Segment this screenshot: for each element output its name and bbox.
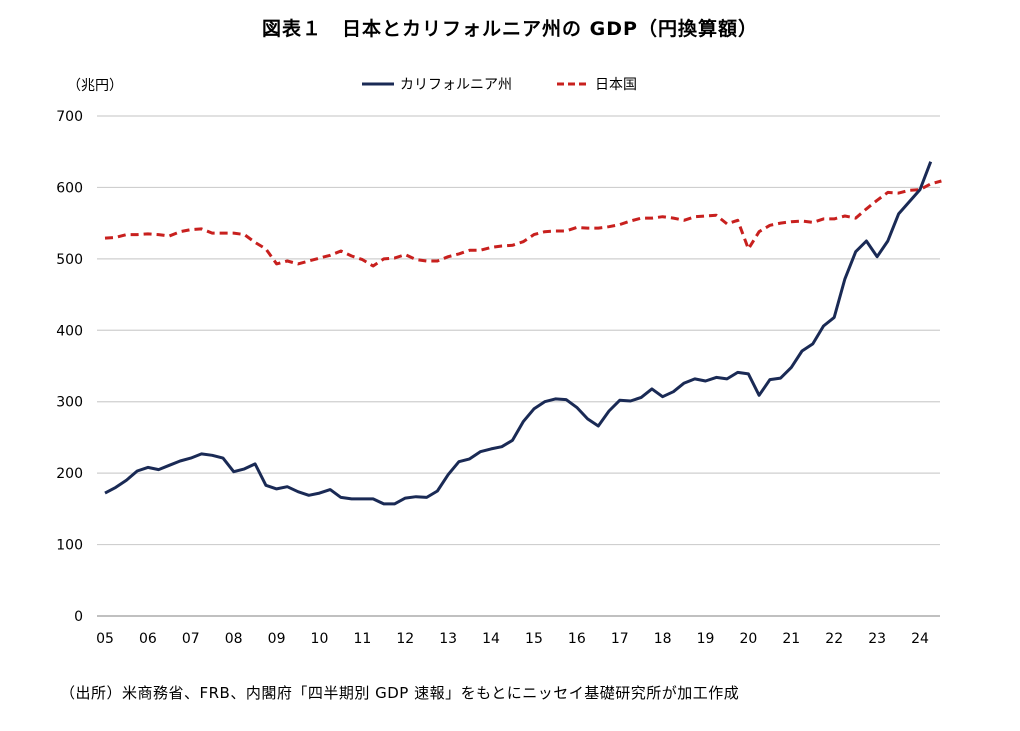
x-tick-label-20: 20 bbox=[740, 631, 758, 647]
x-tick-label-06: 06 bbox=[139, 631, 157, 647]
x-tick-label-23: 23 bbox=[868, 631, 886, 647]
y-tick-label-100: 100 bbox=[56, 538, 83, 554]
grid-lines bbox=[97, 115, 940, 617]
x-tick-label-17: 17 bbox=[611, 631, 629, 647]
x-tick-label-11: 11 bbox=[353, 631, 371, 647]
x-tick-label-21: 21 bbox=[782, 631, 800, 647]
y-tick-label-400: 400 bbox=[56, 323, 83, 339]
x-tick-label-15: 15 bbox=[525, 631, 543, 647]
legend-item-california-label: カリフォルニア州 bbox=[400, 77, 512, 93]
y-axis: 0 100 200 300 400 500 600 700 bbox=[56, 109, 83, 625]
chart-title: 図表１ 日本とカリフォルニア州の GDP（円換算額） bbox=[262, 18, 758, 40]
series-line-japan bbox=[104, 179, 942, 268]
legend: カリフォルニア州 日本国 bbox=[362, 77, 637, 93]
x-tick-label-08: 08 bbox=[225, 631, 243, 647]
x-tick-label-10: 10 bbox=[311, 631, 329, 647]
series-line-california bbox=[104, 161, 933, 506]
x-tick-label-18: 18 bbox=[654, 631, 672, 647]
legend-item-japan-label: 日本国 bbox=[595, 77, 637, 93]
y-tick-label-200: 200 bbox=[56, 466, 83, 482]
y-tick-label-700: 700 bbox=[56, 109, 83, 125]
x-tick-label-13: 13 bbox=[439, 631, 457, 647]
y-axis-label: （兆円） bbox=[67, 78, 123, 94]
x-tick-label-19: 19 bbox=[697, 631, 715, 647]
y-tick-label-0: 0 bbox=[74, 609, 83, 625]
x-tick-label-24: 24 bbox=[911, 631, 929, 647]
x-tick-label-22: 22 bbox=[825, 631, 843, 647]
x-tick-label-09: 09 bbox=[268, 631, 286, 647]
x-tick-label-05: 05 bbox=[96, 631, 114, 647]
x-tick-label-16: 16 bbox=[568, 631, 586, 647]
y-tick-label-300: 300 bbox=[56, 395, 83, 411]
x-tick-label-12: 12 bbox=[396, 631, 414, 647]
y-tick-label-600: 600 bbox=[56, 180, 83, 196]
x-tick-label-14: 14 bbox=[482, 631, 500, 647]
series-lines bbox=[104, 161, 942, 506]
x-tick-label-07: 07 bbox=[182, 631, 200, 647]
source-note: （出所）米商務省、FRB、内閣府「四半期別 GDP 速報」をもとにニッセイ基礎研… bbox=[60, 684, 740, 702]
x-axis: 05 06 07 08 09 10 11 12 13 14 15 16 17 18 19 20 21 22 23 24 bbox=[96, 631, 929, 647]
y-tick-label-500: 500 bbox=[56, 252, 83, 268]
